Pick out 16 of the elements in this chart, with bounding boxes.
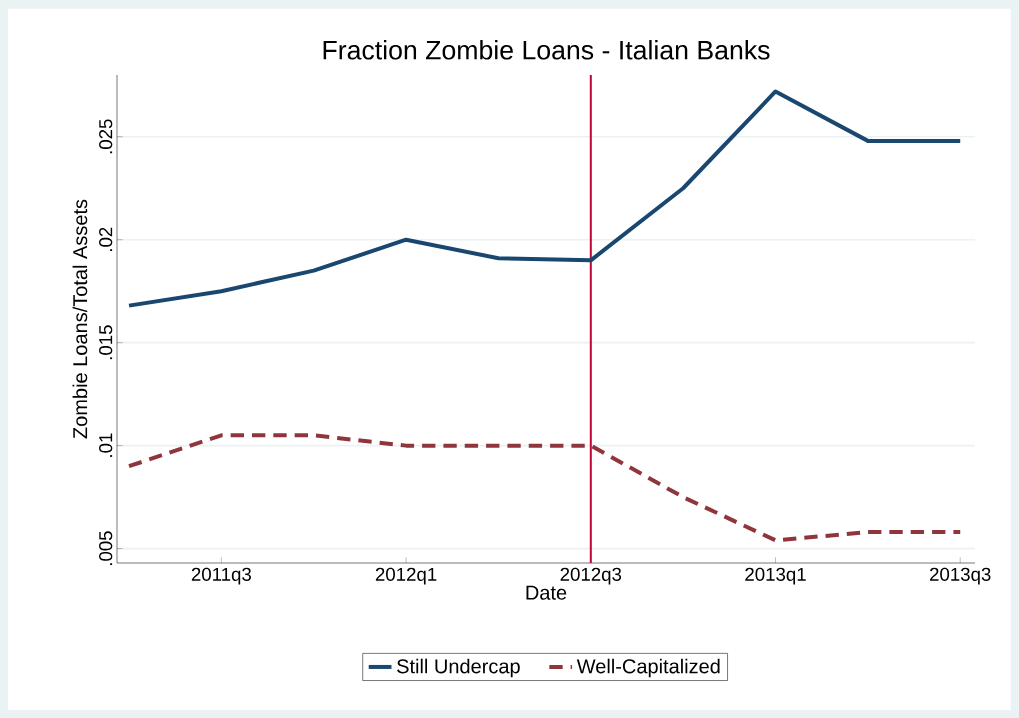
y-tick-label: .025 xyxy=(99,119,113,154)
y-axis-title: Zombie Loans/Total Assets xyxy=(72,199,88,439)
x-tick-label: 2012q1 xyxy=(375,567,437,585)
y-tick-label: .005 xyxy=(99,531,113,566)
y-tick-label: .01 xyxy=(99,433,113,457)
x-tick-label: 2012q3 xyxy=(560,567,622,585)
line-series xyxy=(127,89,963,308)
y-tick-label: .015 xyxy=(99,325,113,360)
x-tick-label: 2013q1 xyxy=(745,567,806,585)
chart-title: Fraction Zombie Loans - Italian Banks xyxy=(323,40,770,60)
y-tick-label: .02 xyxy=(99,227,113,251)
x-tick-label: 2011q3 xyxy=(191,567,251,585)
x-axis-title: Date xyxy=(526,585,567,600)
x-tick-label: 2013q3 xyxy=(930,567,991,585)
legend-label: Still Undercap xyxy=(397,658,520,678)
legend-label: Well-Capitalized xyxy=(576,658,720,678)
